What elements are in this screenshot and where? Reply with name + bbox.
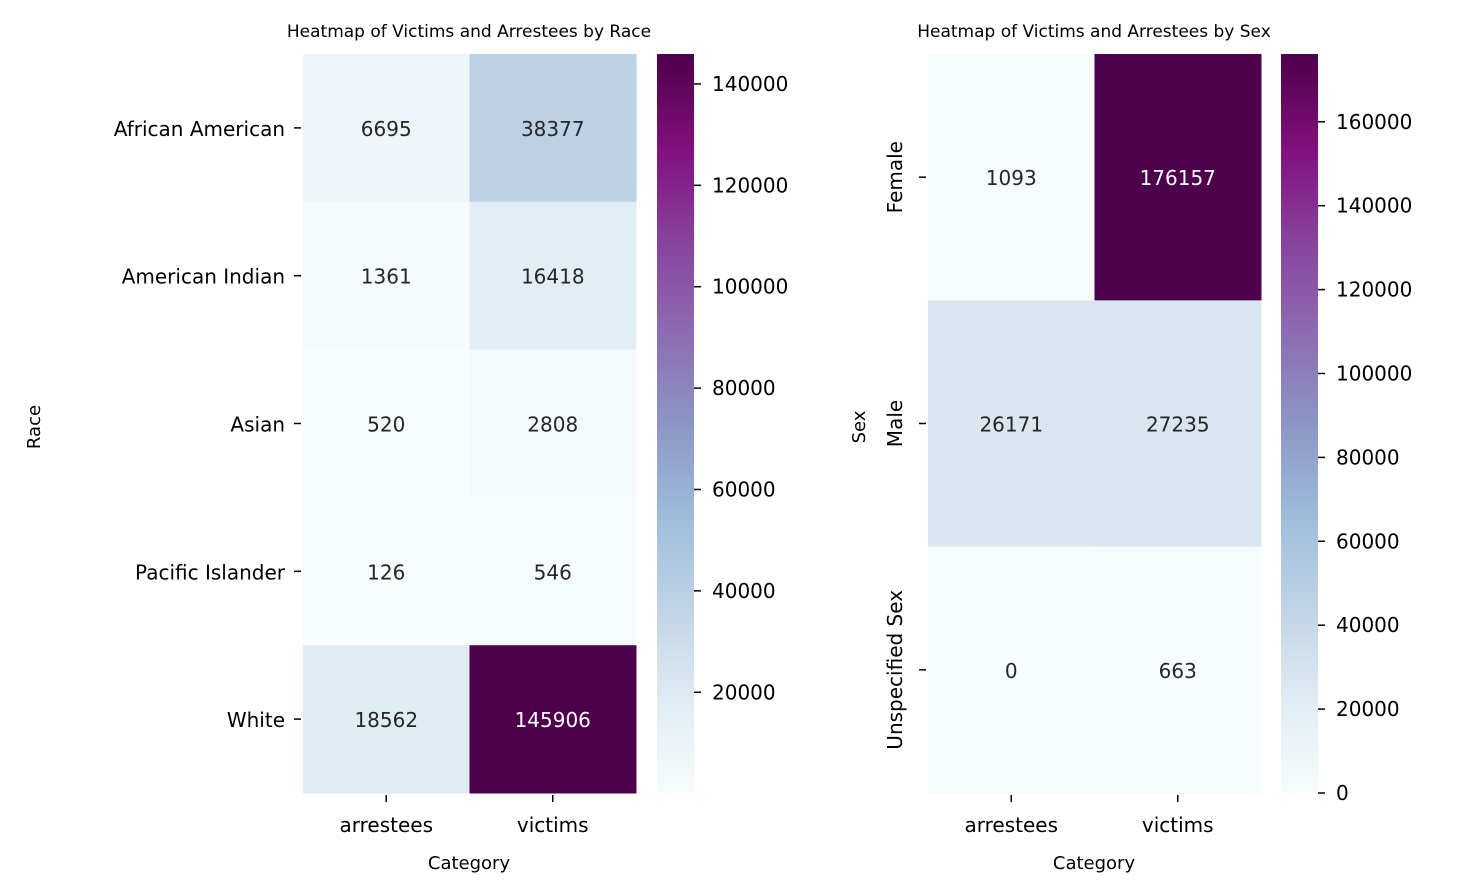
sex-cell-value-0-1: 176157 <box>1140 166 1216 190</box>
heatmap-race-x-axis-label: Category <box>428 853 511 874</box>
heatmap-race-y-axis-label: Race <box>24 405 45 449</box>
race-row-label: Asian <box>230 413 285 437</box>
race-cell-1-0 <box>303 201 470 351</box>
race-row-label: American Indian <box>122 265 285 289</box>
race-cell-value-2-1: 2808 <box>527 413 578 437</box>
race-colorbar-tick-label: 120000 <box>712 173 788 197</box>
sex-cell-value-1-1: 27235 <box>1146 413 1210 437</box>
race-row-label: African American <box>114 117 285 141</box>
race-cell-3-0 <box>303 497 470 646</box>
sex-col-label: victims <box>1142 813 1214 837</box>
sex-cell-1-0 <box>928 300 1095 548</box>
sex-cell-value-1-0: 26171 <box>979 413 1043 437</box>
heatmap-sex-x-axis-label: Category <box>1053 853 1136 874</box>
sex-cell-value-2-0: 0 <box>1005 659 1018 683</box>
race-cell-4-1 <box>469 645 637 794</box>
heatmap-sex-colorbar: 0 20000 40000 60000 80000 100000 120000 140000 1… <box>1281 54 1412 805</box>
race-cell-value-3-0: 126 <box>367 560 405 584</box>
race-cell-2-1 <box>469 349 637 498</box>
sex-colorbar-tick-label: 100000 <box>1336 361 1412 385</box>
sex-col-label: arrestees <box>964 813 1058 837</box>
sex-cell-1-1 <box>1094 300 1262 548</box>
race-colorbar-tick-label: 20000 <box>712 680 776 704</box>
race-colorbar-tick-label: 60000 <box>712 477 776 501</box>
sex-colorbar-tick-label: 40000 <box>1336 613 1400 637</box>
sex-cell-0-0 <box>928 54 1095 301</box>
race-cell-value-4-0: 18562 <box>354 708 418 732</box>
race-cell-value-1-0: 1361 <box>361 265 412 289</box>
race-cell-value-0-0: 6695 <box>361 117 412 141</box>
race-colorbar-gradient <box>657 54 694 793</box>
sex-colorbar-gradient <box>1281 54 1318 793</box>
race-cell-value-0-1: 38377 <box>521 117 585 141</box>
race-colorbar-tick-label: 140000 <box>712 72 788 96</box>
race-row-label: Pacific Islander <box>135 560 286 584</box>
heatmap-sex-title: Heatmap of Victims and Arrestees by Sex <box>917 22 1271 42</box>
sex-cell-2-0 <box>928 546 1095 794</box>
race-cell-1-1 <box>469 201 637 351</box>
race-cell-4-0 <box>303 645 470 794</box>
heatmap-sex-y-axis-label: Sex <box>849 410 870 443</box>
heatmap-race-title: Heatmap of Victims and Arrestees by Race <box>287 22 651 42</box>
heatmap-race-panel: Heatmap of Victims and Arrestees by Race… <box>24 22 788 874</box>
race-cell-value-2-0: 520 <box>367 413 405 437</box>
sex-colorbar-tick-label: 80000 <box>1336 445 1400 469</box>
sex-colorbar-tick-label: 160000 <box>1336 110 1412 134</box>
sex-cell-value-2-1: 663 <box>1159 659 1197 683</box>
sex-colorbar-tick-label: 60000 <box>1336 529 1400 553</box>
race-row-label: White <box>227 708 285 732</box>
race-cell-2-0 <box>303 349 470 498</box>
race-cell-0-0 <box>303 54 470 203</box>
sex-colorbar-tick-label: 140000 <box>1336 194 1412 218</box>
sex-colorbar-tick-label: 120000 <box>1336 278 1412 302</box>
race-col-label: arrestees <box>339 813 433 837</box>
race-colorbar-tick-label: 80000 <box>712 376 776 400</box>
race-cell-0-1 <box>469 54 637 203</box>
sex-cell-0-1 <box>1094 54 1262 301</box>
race-cell-value-4-1: 145906 <box>515 708 591 732</box>
race-col-label: victims <box>517 813 589 837</box>
race-cell-value-1-1: 16418 <box>521 265 585 289</box>
sex-cell-2-1 <box>1094 546 1262 794</box>
sex-colorbar-tick-label: 0 <box>1336 781 1349 805</box>
sex-row-label: Female <box>883 141 907 213</box>
sex-row-label: Unspecified Sex <box>883 590 907 750</box>
race-colorbar-tick-label: 100000 <box>712 275 788 299</box>
race-cell-3-1 <box>469 497 637 646</box>
heatmap-sex-panel: Heatmap of Victims and Arrestees by Sex … <box>849 22 1412 874</box>
race-colorbar-tick-label: 40000 <box>712 579 776 603</box>
sex-colorbar-tick-label: 20000 <box>1336 697 1400 721</box>
sex-row-label: Male <box>883 400 907 447</box>
sex-cell-value-0-0: 1093 <box>986 166 1037 190</box>
heatmap-race-colorbar: 20000 40000 60000 80000 100000 120000 140000 <box>657 54 788 793</box>
race-cell-value-3-1: 546 <box>534 560 572 584</box>
